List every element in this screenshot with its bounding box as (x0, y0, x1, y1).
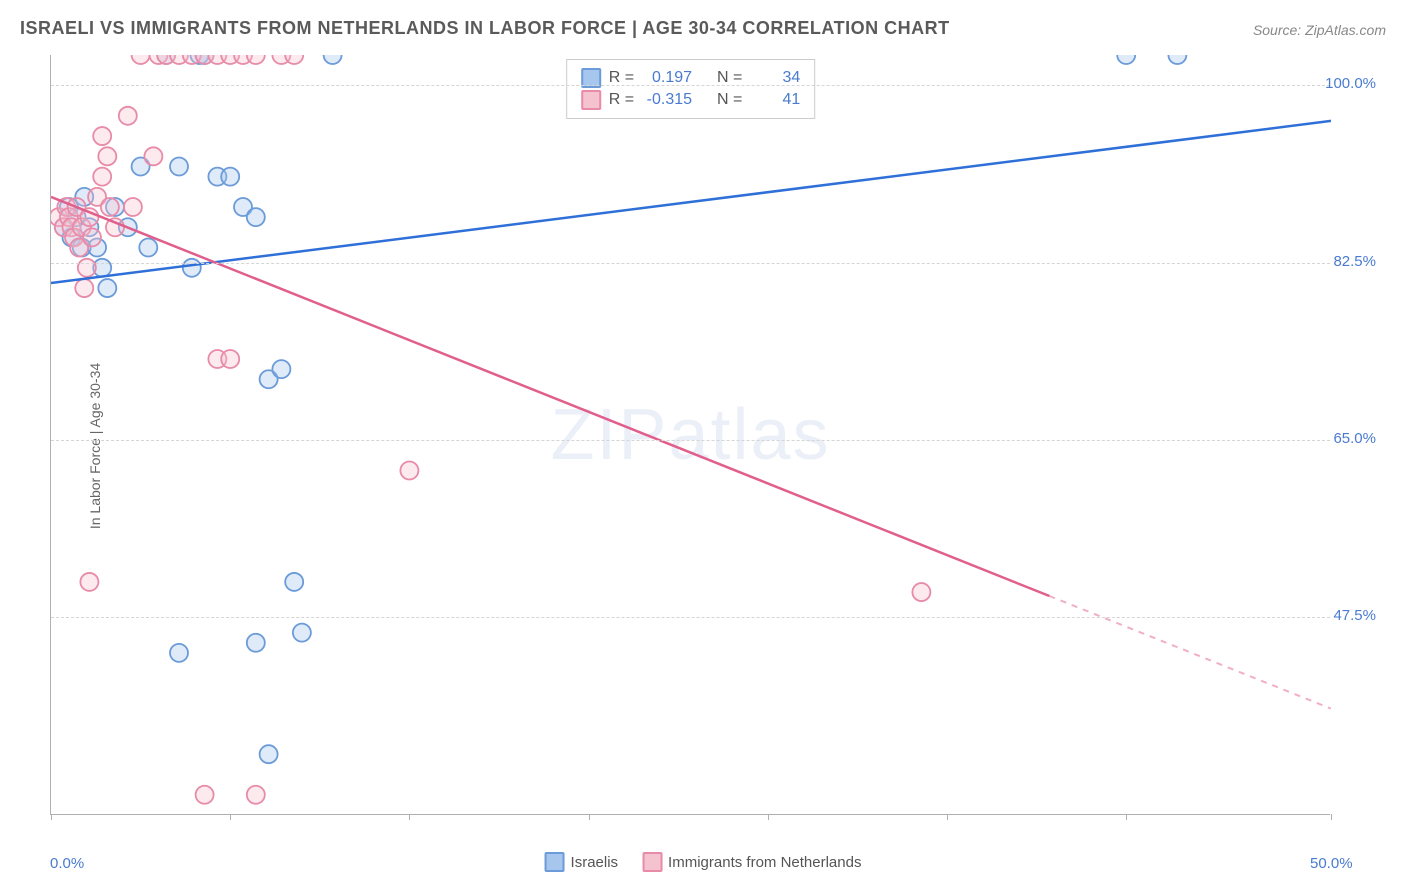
stats-row: R = -0.315 N = 41 (581, 90, 801, 110)
plot-area: ZIPatlas R =0.197 N =34R =-0.315 N =41 (50, 55, 1330, 815)
scatter-point (247, 208, 265, 226)
x-tick (51, 814, 52, 820)
x-tick (1331, 814, 1332, 820)
stat-r-label: R = (609, 69, 634, 87)
scatter-point (75, 279, 93, 297)
scatter-point (247, 786, 265, 804)
gridline-h (51, 85, 1330, 86)
scatter-point (170, 644, 188, 662)
x-tick-label: 50.0% (1310, 855, 1353, 872)
y-tick-label: 47.5% (1333, 607, 1376, 624)
scatter-point (324, 55, 342, 64)
scatter-point (119, 107, 137, 125)
legend-swatch (545, 852, 565, 872)
scatter-point (132, 55, 150, 64)
legend-item: Israelis (545, 852, 619, 872)
scatter-point (144, 147, 162, 165)
stat-r-label: R = (609, 91, 634, 109)
scatter-point (98, 147, 116, 165)
scatter-point (93, 127, 111, 145)
source-attribution: Source: ZipAtlas.com (1253, 22, 1386, 38)
scatter-point (183, 259, 201, 277)
scatter-point (124, 198, 142, 216)
series-swatch (581, 90, 601, 110)
stat-n-value: 41 (750, 91, 800, 109)
legend: Israelis Immigrants from Netherlands (545, 852, 862, 872)
scatter-point (221, 350, 239, 368)
scatter-point (83, 228, 101, 246)
scatter-point (247, 55, 265, 64)
scatter-point (400, 461, 418, 479)
scatter-point (293, 624, 311, 642)
legend-swatch (642, 852, 662, 872)
stat-n-label: N = (717, 91, 742, 109)
trend-line (51, 197, 1049, 596)
chart-container: ISRAELI VS IMMIGRANTS FROM NETHERLANDS I… (0, 0, 1406, 892)
scatter-point (285, 55, 303, 64)
scatter-point (170, 157, 188, 175)
scatter-point (78, 259, 96, 277)
scatter-point (260, 745, 278, 763)
gridline-h (51, 440, 1330, 441)
x-tick (768, 814, 769, 820)
stat-n-label: N = (717, 69, 742, 87)
legend-item: Immigrants from Netherlands (642, 852, 861, 872)
legend-label: Israelis (571, 854, 619, 871)
correlation-stats-box: R = 0.197 N = 34 R = -0.315 N = 41 (566, 59, 816, 119)
y-tick-label: 65.0% (1333, 430, 1376, 447)
chart-title: ISRAELI VS IMMIGRANTS FROM NETHERLANDS I… (20, 18, 950, 39)
x-tick (1126, 814, 1127, 820)
scatter-point (1168, 55, 1186, 64)
scatter-point (196, 786, 214, 804)
scatter-point (101, 198, 119, 216)
y-tick-label: 100.0% (1325, 75, 1376, 92)
scatter-point (1117, 55, 1135, 64)
stat-r-value: 0.197 (642, 69, 692, 87)
scatter-point (221, 168, 239, 186)
x-tick-label: 0.0% (50, 855, 84, 872)
scatter-point (272, 360, 290, 378)
scatter-point (247, 634, 265, 652)
trend-line-extrapolated (1049, 596, 1331, 709)
x-tick (230, 814, 231, 820)
scatter-point (93, 168, 111, 186)
stat-r-value: -0.315 (642, 91, 692, 109)
x-tick (589, 814, 590, 820)
y-tick-label: 82.5% (1333, 253, 1376, 270)
gridline-h (51, 617, 1330, 618)
stat-n-value: 34 (750, 69, 800, 87)
x-tick (947, 814, 948, 820)
gridline-h (51, 263, 1330, 264)
scatter-point (98, 279, 116, 297)
scatter-plot-svg (51, 55, 1331, 815)
scatter-point (80, 573, 98, 591)
scatter-point (285, 573, 303, 591)
legend-label: Immigrants from Netherlands (668, 854, 861, 871)
x-tick (409, 814, 410, 820)
scatter-point (912, 583, 930, 601)
scatter-point (139, 239, 157, 257)
